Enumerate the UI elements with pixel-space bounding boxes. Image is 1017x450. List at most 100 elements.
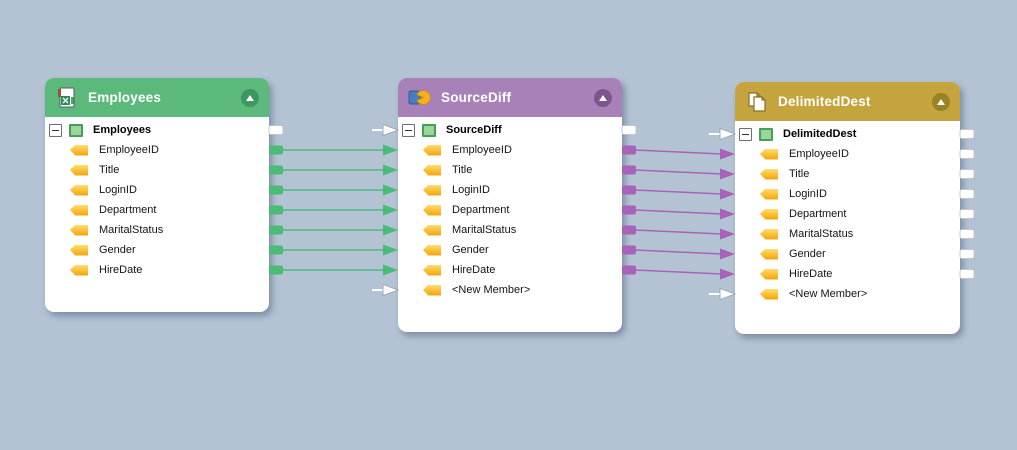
member-node-row[interactable]: Title [45,160,269,180]
member-node-row[interactable]: <New Member> [735,284,960,304]
component-header-delimiteddest[interactable]: DelimitedDest [735,82,960,121]
root-node-row[interactable]: SourceDiff [398,120,622,140]
input-connector-unconnected[interactable] [382,283,400,297]
node-label: Department [99,204,157,216]
member-node-row[interactable]: EmployeeID [735,144,960,164]
output-connector[interactable] [269,245,283,255]
collapse-button[interactable] [932,92,950,111]
output-connector[interactable] [269,225,283,235]
mapping-connection-line[interactable] [634,229,723,235]
connection-arrowhead[interactable] [720,168,735,180]
output-connector-unconnected[interactable] [959,249,975,259]
component-sourcediff[interactable]: SourceDiff SourceDiff EmployeeID Title Logi… [398,78,622,332]
member-node-row[interactable]: LoginID [735,184,960,204]
output-connector[interactable] [269,165,283,175]
collapse-expander-icon[interactable] [739,127,752,141]
member-field-icon [70,204,88,216]
output-connector-unconnected[interactable] [959,229,975,239]
output-connector[interactable] [622,185,636,195]
output-connector-unconnected[interactable] [959,149,975,159]
member-node-row[interactable]: Department [735,204,960,224]
node-label: EmployeeID [452,144,512,156]
node-label: <New Member> [452,284,531,296]
member-node-row[interactable]: Title [735,164,960,184]
mapping-connection-line[interactable] [634,149,723,155]
member-node-row[interactable]: Department [398,200,622,220]
connection-arrowhead[interactable] [383,184,398,196]
mapping-connection-line[interactable] [634,249,723,255]
member-field-icon [70,144,88,156]
connection-arrowhead[interactable] [720,248,735,260]
member-node-row[interactable]: EmployeeID [398,140,622,160]
output-connector-unconnected[interactable] [959,129,975,139]
output-connector-unconnected[interactable] [959,169,975,179]
output-connector-unconnected[interactable] [959,269,975,279]
component-header-employees[interactable]: Employees [45,78,269,117]
member-node-row[interactable]: MaritalStatus [735,224,960,244]
input-connector-unconnected[interactable] [719,287,737,301]
connection-arrowhead[interactable] [383,144,398,156]
output-connector[interactable] [622,265,636,275]
node-label: Department [789,208,847,220]
output-connector[interactable] [269,205,283,215]
output-connector[interactable] [622,165,636,175]
output-connector[interactable] [622,145,636,155]
output-connector-unconnected[interactable] [959,189,975,199]
member-node-row[interactable]: LoginID [398,180,622,200]
member-node-row[interactable]: Gender [45,240,269,260]
collapse-button[interactable] [594,88,612,107]
member-node-row[interactable]: HireDate [398,260,622,280]
member-node-row[interactable]: LoginID [45,180,269,200]
output-connector[interactable] [622,225,636,235]
output-connector-unconnected[interactable] [268,125,284,135]
member-node-row[interactable]: Title [398,160,622,180]
member-node-row[interactable]: Gender [398,240,622,260]
output-connector[interactable] [622,205,636,215]
connection-arrowhead[interactable] [720,208,735,220]
member-field-icon [423,224,441,236]
connection-arrowhead[interactable] [720,228,735,240]
collapse-button[interactable] [241,88,259,107]
member-field-icon [70,244,88,256]
input-connector-unconnected[interactable] [719,127,737,141]
member-node-row[interactable]: MaritalStatus [398,220,622,240]
mapping-connection-line[interactable] [634,189,723,195]
connection-arrowhead[interactable] [383,164,398,176]
connection-arrowhead[interactable] [720,268,735,280]
component-employees[interactable]: Employees Employees EmployeeID Title LoginI… [45,78,269,312]
connection-arrowhead[interactable] [383,224,398,236]
connection-arrowhead[interactable] [383,244,398,256]
member-node-row[interactable]: Department [45,200,269,220]
connection-arrowhead[interactable] [720,148,735,160]
member-node-row[interactable]: <New Member> [398,280,622,300]
node-label: DelimitedDest [783,128,857,140]
output-connector-unconnected[interactable] [959,209,975,219]
output-connector[interactable] [622,245,636,255]
connection-arrowhead[interactable] [383,204,398,216]
node-label: HireDate [789,268,833,280]
component-delimiteddest[interactable]: DelimitedDest DelimitedDest EmployeeID Tit… [735,82,960,334]
collapse-expander-icon[interactable] [49,123,62,137]
mapping-connection-line[interactable] [634,269,723,275]
output-connector[interactable] [269,185,283,195]
mapping-connection-line[interactable] [634,209,723,215]
input-connector-unconnected[interactable] [382,123,400,137]
member-node-row[interactable]: EmployeeID [45,140,269,160]
root-node-row[interactable]: DelimitedDest [735,124,960,144]
collapse-expander-icon[interactable] [402,123,415,137]
component-header-sourcediff[interactable]: SourceDiff [398,78,622,117]
output-connector-unconnected[interactable] [621,125,637,135]
member-node-row[interactable]: HireDate [45,260,269,280]
mapping-connection-line[interactable] [634,169,723,175]
connection-arrowhead[interactable] [383,264,398,276]
member-node-row[interactable]: HireDate [735,264,960,284]
root-node-row[interactable]: Employees [45,120,269,140]
connection-arrowhead[interactable] [720,188,735,200]
member-field-icon [423,144,441,156]
member-node-row[interactable]: MaritalStatus [45,220,269,240]
output-connector[interactable] [269,145,283,155]
member-node-row[interactable]: Gender [735,244,960,264]
node-label: Gender [452,244,489,256]
output-connector[interactable] [269,265,283,275]
